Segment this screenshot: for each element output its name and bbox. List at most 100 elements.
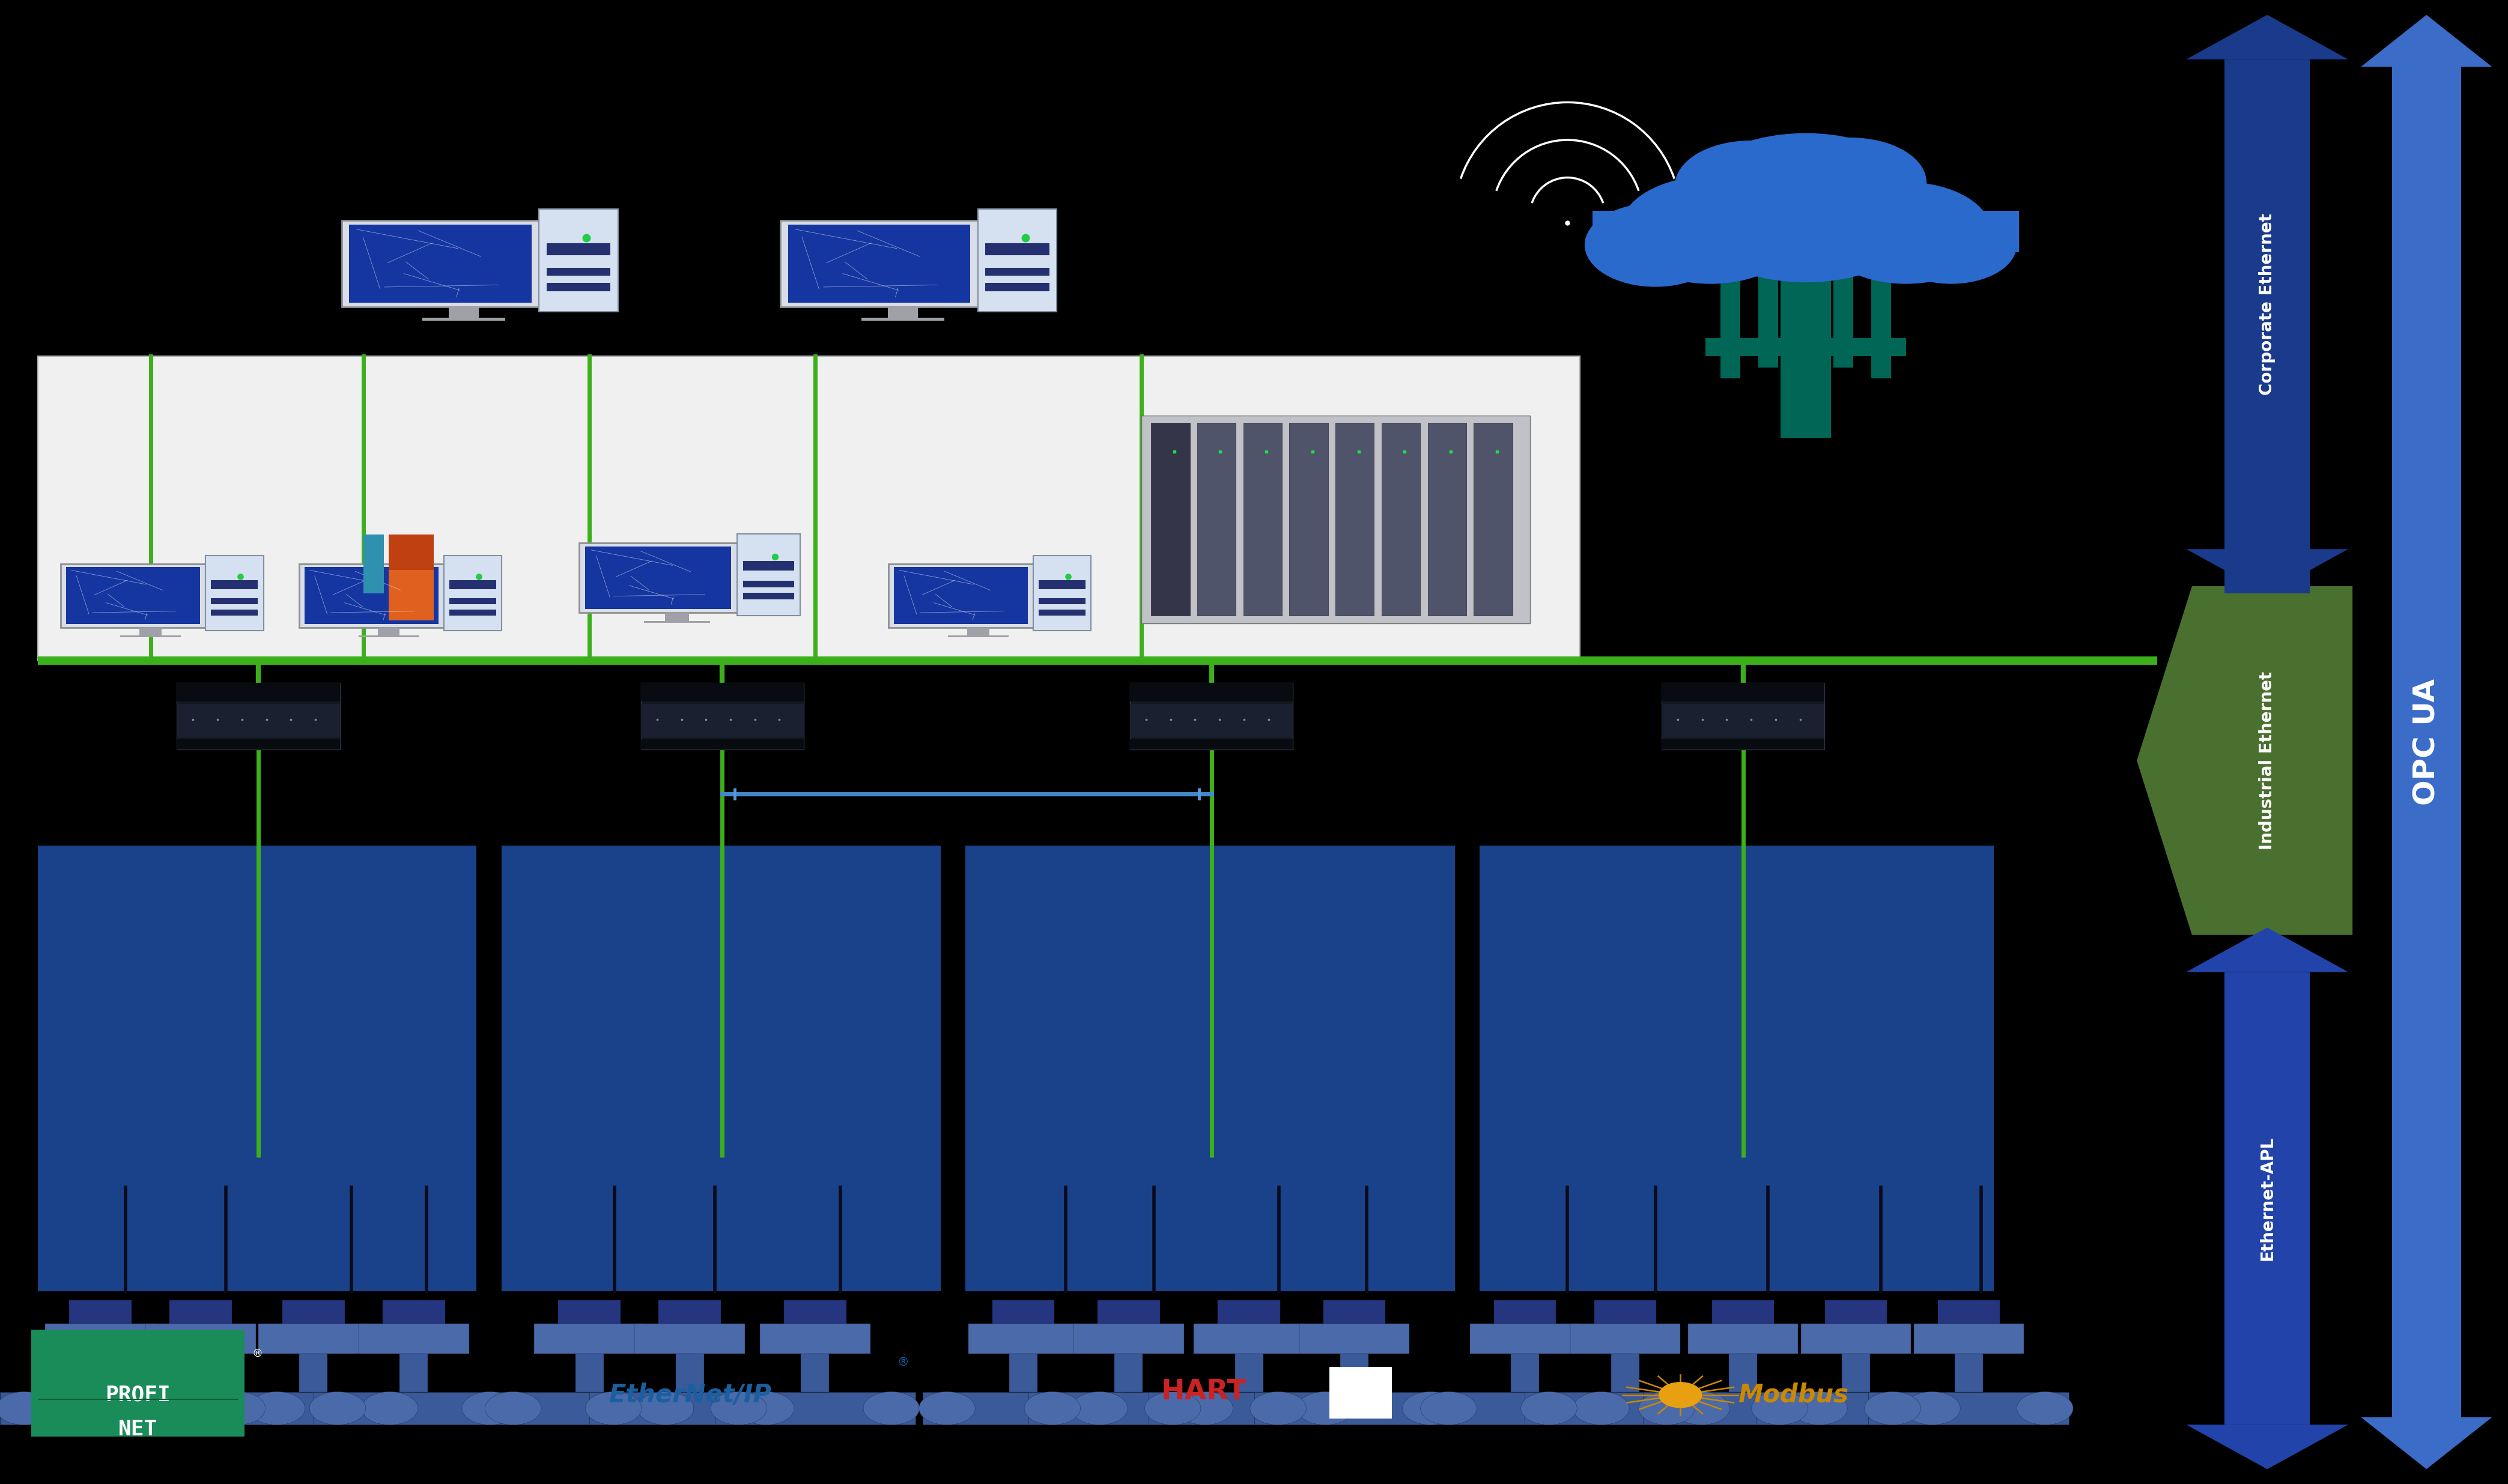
Bar <box>547 267 609 276</box>
Bar <box>742 594 795 600</box>
Bar <box>0 1392 201 1425</box>
Circle shape <box>1791 1392 1848 1425</box>
Bar <box>1475 423 1512 616</box>
Circle shape <box>95 1392 153 1425</box>
Bar <box>314 1392 514 1425</box>
Bar <box>893 567 1028 625</box>
Bar <box>760 1324 870 1353</box>
Bar <box>176 739 341 749</box>
Text: ®: ® <box>251 1347 263 1359</box>
Bar <box>349 224 532 303</box>
Bar <box>968 628 988 635</box>
Bar <box>1660 703 1826 738</box>
Bar <box>1254 1392 1455 1425</box>
Circle shape <box>208 1392 266 1425</box>
Bar <box>547 283 609 291</box>
Bar <box>449 580 497 589</box>
Circle shape <box>1023 1392 1081 1425</box>
Bar <box>978 209 1056 312</box>
Circle shape <box>1680 134 1931 282</box>
Bar <box>176 683 341 702</box>
Bar <box>1660 739 1826 749</box>
Circle shape <box>1886 206 2016 283</box>
Bar <box>780 220 978 307</box>
Bar <box>1570 1324 1680 1353</box>
Bar <box>1660 683 1826 702</box>
Bar <box>213 1392 414 1425</box>
Bar <box>449 598 497 604</box>
Bar <box>742 580 795 588</box>
Polygon shape <box>2360 1417 2493 1469</box>
Bar <box>640 683 803 749</box>
Bar <box>1705 338 1906 356</box>
Bar <box>2393 67 2460 1417</box>
Bar <box>449 610 497 616</box>
Bar <box>1334 423 1374 616</box>
Circle shape <box>1176 1392 1234 1425</box>
Bar <box>1713 1300 1773 1324</box>
Polygon shape <box>2187 890 2347 928</box>
Polygon shape <box>2187 1425 2347 1469</box>
Bar <box>966 846 1455 1291</box>
Circle shape <box>1297 1392 1354 1425</box>
Bar <box>742 561 795 571</box>
Bar <box>888 307 918 318</box>
Bar <box>421 318 504 321</box>
Bar <box>145 1324 256 1353</box>
Bar <box>258 1324 369 1353</box>
Circle shape <box>1520 1392 1578 1425</box>
Text: Industrial Ethernet: Industrial Ethernet <box>2260 671 2275 850</box>
Bar <box>85 1353 115 1392</box>
Circle shape <box>1402 1392 1460 1425</box>
Bar <box>1758 252 1778 368</box>
Bar <box>574 1353 604 1392</box>
Bar <box>1756 1392 1956 1425</box>
Bar <box>1728 1353 1758 1392</box>
Bar <box>1610 1353 1640 1392</box>
Text: Ethernet-APL: Ethernet-APL <box>2260 1137 2275 1260</box>
Bar <box>923 1392 1124 1425</box>
Circle shape <box>1420 1392 1477 1425</box>
Bar <box>1141 416 1530 623</box>
Bar <box>45 1324 155 1353</box>
Bar <box>1099 1300 1159 1324</box>
Bar <box>1660 683 1826 749</box>
Circle shape <box>148 1392 206 1425</box>
Bar <box>1914 1324 2024 1353</box>
Bar <box>1299 1324 1409 1353</box>
Bar <box>1038 598 1086 604</box>
Circle shape <box>863 1392 920 1425</box>
Bar <box>283 1300 344 1324</box>
Text: ®: ® <box>898 1356 908 1368</box>
Bar <box>1939 1300 1999 1324</box>
Bar <box>1149 1392 1349 1425</box>
Bar <box>2225 59 2310 594</box>
Polygon shape <box>2187 594 2347 631</box>
Bar <box>502 846 940 1291</box>
Bar <box>584 546 732 608</box>
Bar <box>1129 683 1294 749</box>
Bar <box>1593 211 2019 252</box>
Bar <box>140 628 161 635</box>
Circle shape <box>737 1392 795 1425</box>
Bar <box>1871 252 1891 378</box>
Circle shape <box>1573 1392 1630 1425</box>
Bar <box>1510 1353 1540 1392</box>
Bar <box>968 1324 1078 1353</box>
Bar <box>211 580 258 589</box>
Bar <box>359 635 419 637</box>
Circle shape <box>1751 1392 1808 1425</box>
Bar <box>1425 1392 1625 1425</box>
Bar <box>65 567 201 625</box>
Polygon shape <box>2360 15 2493 67</box>
Bar <box>389 534 434 570</box>
Bar <box>863 318 943 321</box>
Bar <box>60 564 206 628</box>
Bar <box>1151 423 1189 616</box>
Bar <box>1954 1353 1984 1392</box>
Bar <box>1008 1353 1038 1392</box>
Bar <box>171 1300 231 1324</box>
Bar <box>379 628 399 635</box>
Circle shape <box>308 1392 366 1425</box>
Bar <box>1129 683 1294 702</box>
